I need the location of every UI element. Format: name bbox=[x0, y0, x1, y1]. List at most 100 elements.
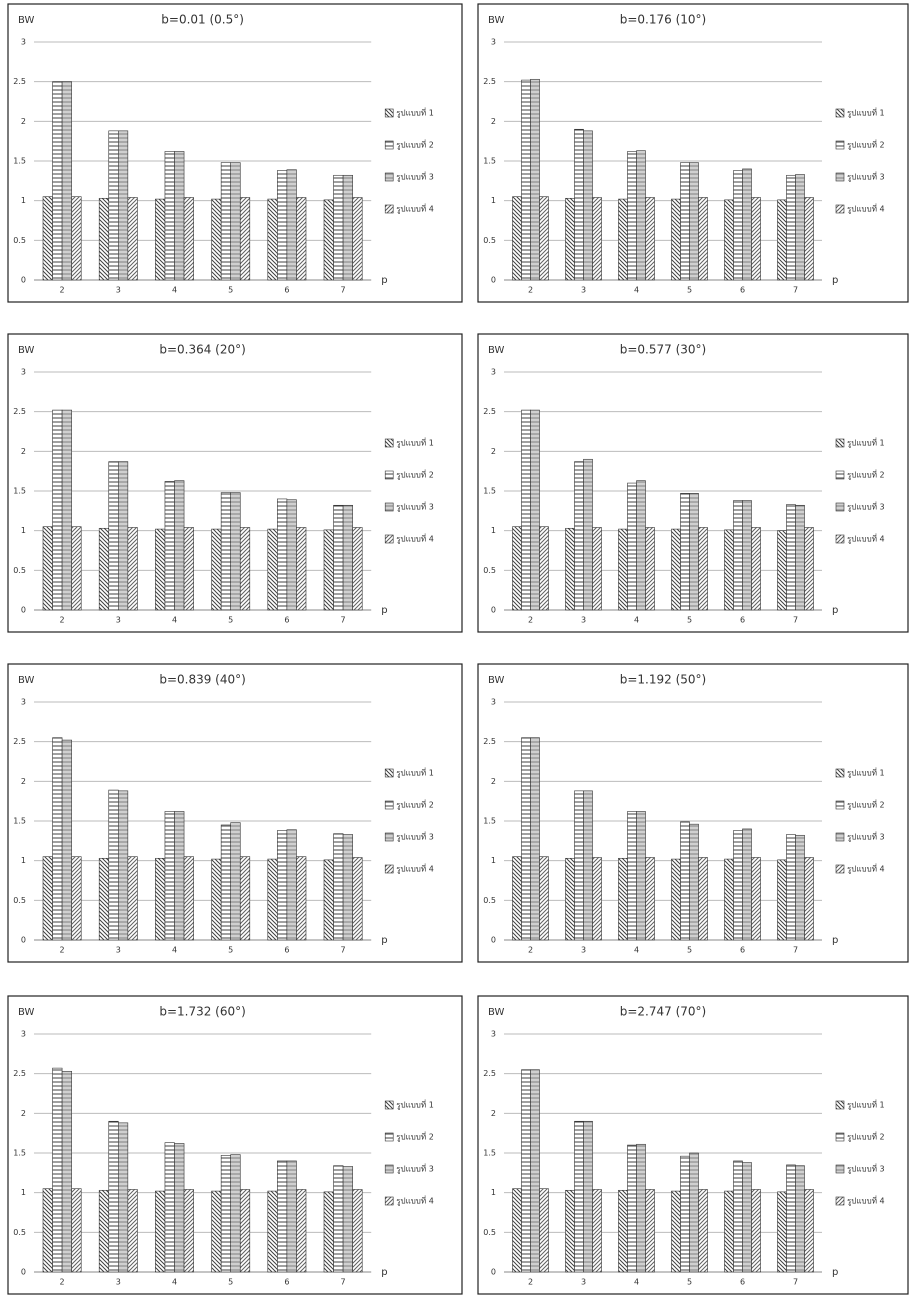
bar bbox=[680, 493, 689, 610]
bar bbox=[287, 1161, 297, 1272]
legend-swatch bbox=[385, 141, 393, 149]
y-axis-label: BW bbox=[488, 15, 505, 26]
bar bbox=[118, 791, 128, 940]
legend-label: รูปแบบที่ 4 bbox=[396, 863, 434, 875]
bar bbox=[540, 1189, 549, 1272]
bar bbox=[733, 831, 742, 940]
bar bbox=[796, 505, 805, 610]
bar bbox=[240, 197, 250, 280]
legend-swatch bbox=[836, 535, 844, 543]
bar bbox=[593, 197, 602, 280]
chart-title: b=0.839 (40°) bbox=[159, 673, 245, 687]
x-axis-label: p bbox=[381, 275, 387, 286]
bar bbox=[786, 1165, 795, 1272]
bar bbox=[72, 197, 82, 280]
legend-label: รูปแบบที่ 3 bbox=[847, 501, 885, 513]
x-tick-label: 2 bbox=[60, 286, 65, 295]
bar bbox=[212, 859, 222, 940]
bar bbox=[72, 527, 82, 610]
bar bbox=[565, 858, 574, 940]
x-axis-label: p bbox=[832, 1267, 838, 1278]
bar bbox=[296, 197, 306, 280]
legend-label: รูปแบบที่ 2 bbox=[396, 799, 434, 811]
bar bbox=[277, 831, 287, 940]
bar bbox=[565, 198, 574, 280]
bar bbox=[777, 200, 786, 280]
y-axis-label: BW bbox=[18, 345, 35, 356]
bar bbox=[521, 410, 530, 610]
y-tick-label: 0.5 bbox=[483, 896, 496, 905]
bar bbox=[212, 1191, 222, 1272]
bar bbox=[680, 822, 689, 940]
y-tick-label: 0.5 bbox=[483, 566, 496, 575]
bar bbox=[268, 1191, 278, 1272]
bar bbox=[240, 527, 250, 610]
bar bbox=[296, 857, 306, 940]
bar bbox=[796, 835, 805, 940]
bar bbox=[521, 80, 530, 280]
bar bbox=[733, 1161, 742, 1272]
bar bbox=[343, 834, 353, 940]
y-tick-label: 2.5 bbox=[13, 737, 26, 746]
legend-label: รูปแบบที่ 3 bbox=[847, 831, 885, 843]
bar bbox=[512, 527, 521, 610]
y-tick-label: 3 bbox=[491, 38, 496, 47]
x-tick-label: 6 bbox=[740, 1278, 745, 1287]
legend-swatch bbox=[836, 205, 844, 213]
bar bbox=[724, 200, 733, 280]
x-tick-label: 5 bbox=[228, 616, 233, 625]
y-tick-label: 2 bbox=[491, 777, 496, 786]
bar bbox=[118, 131, 128, 280]
y-tick-label: 2.5 bbox=[13, 77, 26, 86]
y-tick-label: 2 bbox=[491, 447, 496, 456]
bar bbox=[43, 1189, 53, 1272]
x-tick-label: 4 bbox=[172, 286, 177, 295]
bar bbox=[565, 528, 574, 610]
legend-label: รูปแบบที่ 3 bbox=[396, 501, 434, 513]
legend-swatch bbox=[836, 471, 844, 479]
bar bbox=[531, 79, 540, 280]
bar bbox=[671, 199, 680, 280]
x-tick-label: 4 bbox=[172, 1278, 177, 1287]
bar bbox=[62, 410, 72, 610]
x-tick-label: 5 bbox=[687, 946, 692, 955]
bar bbox=[637, 481, 646, 610]
x-tick-label: 4 bbox=[634, 946, 639, 955]
y-tick-label: 1.5 bbox=[483, 1149, 496, 1158]
bar bbox=[109, 1121, 119, 1272]
x-tick-label: 5 bbox=[228, 286, 233, 295]
bar bbox=[531, 410, 540, 610]
bar bbox=[618, 529, 627, 610]
bar bbox=[627, 151, 636, 280]
legend-swatch bbox=[385, 503, 393, 511]
bar bbox=[593, 527, 602, 610]
bar bbox=[43, 527, 53, 610]
bar bbox=[565, 1190, 574, 1272]
legend-label: รูปแบบที่ 4 bbox=[396, 203, 434, 215]
x-tick-label: 7 bbox=[793, 946, 798, 955]
bar bbox=[637, 151, 646, 280]
bar bbox=[212, 199, 222, 280]
bar bbox=[531, 1070, 540, 1272]
bar bbox=[128, 1189, 138, 1272]
legend-swatch bbox=[385, 769, 393, 777]
bar bbox=[62, 740, 72, 940]
bar bbox=[231, 1155, 241, 1272]
x-tick-label: 4 bbox=[634, 616, 639, 625]
bar bbox=[109, 790, 119, 940]
bar bbox=[752, 1189, 761, 1272]
x-axis-label: p bbox=[381, 605, 387, 616]
bar bbox=[512, 857, 521, 940]
x-tick-label: 7 bbox=[341, 1278, 346, 1287]
bar bbox=[743, 501, 752, 610]
bar bbox=[671, 859, 680, 940]
y-tick-label: 3 bbox=[21, 1030, 26, 1039]
bar bbox=[584, 1121, 593, 1272]
y-tick-label: 0.5 bbox=[13, 896, 26, 905]
x-tick-label: 5 bbox=[228, 946, 233, 955]
legend-label: รูปแบบที่ 1 bbox=[847, 767, 885, 779]
legend-swatch bbox=[385, 1133, 393, 1141]
x-tick-label: 6 bbox=[284, 286, 289, 295]
bar bbox=[324, 860, 334, 940]
bar bbox=[343, 175, 353, 280]
